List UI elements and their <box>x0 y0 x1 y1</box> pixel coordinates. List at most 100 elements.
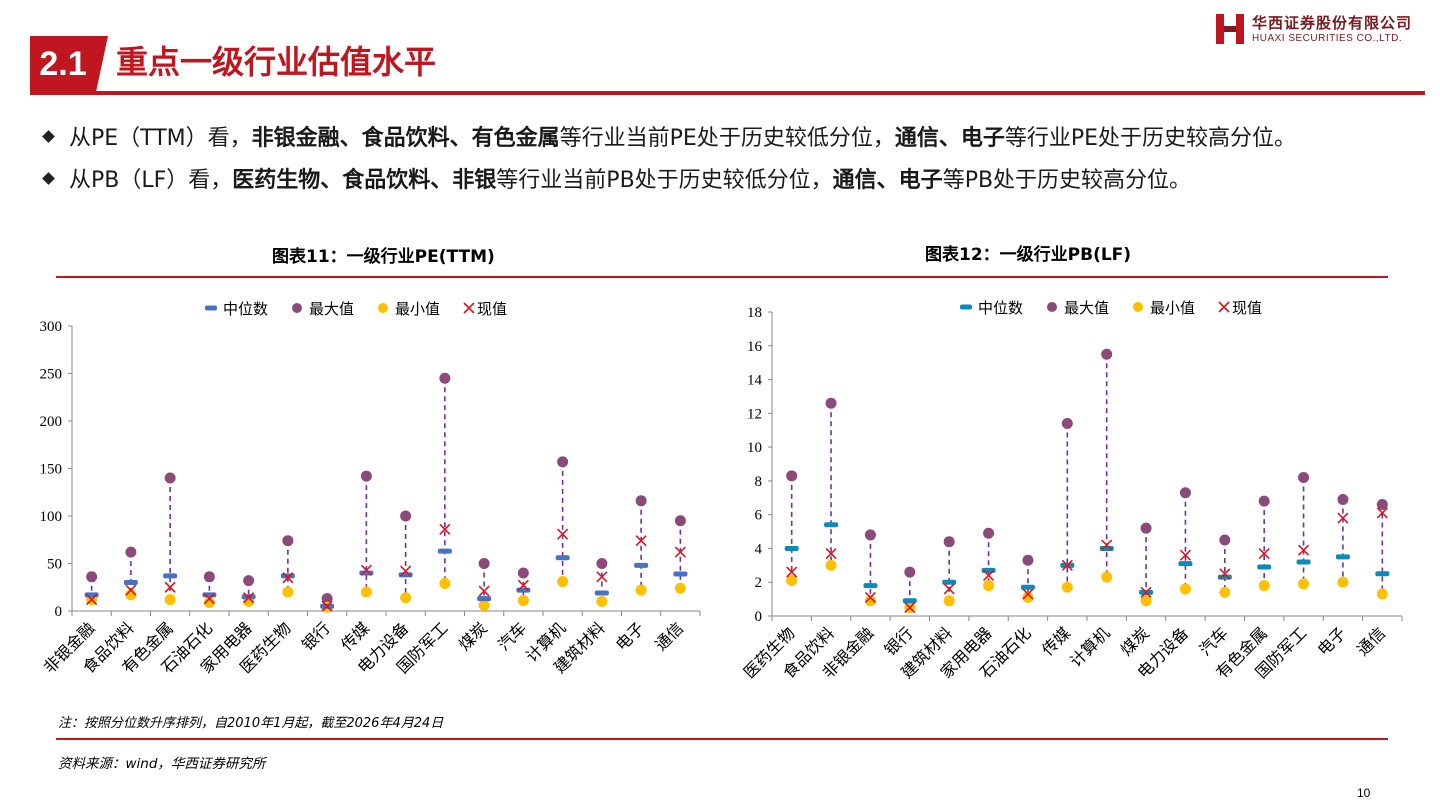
median-marker <box>942 579 957 585</box>
current-marker <box>321 600 333 612</box>
chart-title-pe: 图表11：一级行业PE(TTM) <box>272 247 495 267</box>
max-point <box>164 472 176 484</box>
median-marker <box>555 555 570 561</box>
min-point <box>596 596 608 607</box>
current-marker <box>1337 512 1349 524</box>
bullet-text-segment: 从PE（TTM）看， <box>69 126 252 151</box>
legend-label: 最小值 <box>1150 299 1195 317</box>
current-marker-stroke <box>360 564 372 576</box>
min-point <box>439 577 451 589</box>
max-point <box>1179 487 1191 499</box>
chart-note: 注：按照分位数升序排列，自2010年1月起，截至2026年4月24日 <box>58 716 444 731</box>
y-tick-label: 12 <box>747 406 762 422</box>
min-point <box>164 594 176 606</box>
min-point <box>1140 595 1152 607</box>
current-marker-stroke <box>943 583 955 595</box>
median-marker <box>1296 559 1311 565</box>
current-marker-stroke <box>86 594 98 606</box>
y-tick-label: 300 <box>40 319 63 335</box>
min-point <box>557 576 569 588</box>
current-marker <box>164 581 176 593</box>
section-title: 重点一级行业估值水平 <box>116 43 437 81</box>
max-point <box>1022 554 1034 566</box>
current-marker-stroke <box>243 592 255 604</box>
current-marker-stroke <box>1258 547 1270 560</box>
current-marker <box>1219 568 1231 580</box>
max-point <box>125 546 137 558</box>
current-marker-stroke <box>1179 549 1192 561</box>
y-tick-label: 2 <box>755 575 763 591</box>
x-category-label: 电子 <box>612 618 648 654</box>
source-text: 资料来源：wind，华西证券研究所 <box>58 756 266 772</box>
max-point <box>825 397 837 409</box>
legend-median-swatch <box>205 305 217 311</box>
min-point <box>203 596 215 608</box>
min-point <box>282 586 294 598</box>
min-point <box>400 592 412 604</box>
y-tick-label: 10 <box>747 440 762 456</box>
max-point <box>1337 493 1349 505</box>
median-marker <box>824 522 839 528</box>
x-category-label: 银行 <box>298 618 334 654</box>
current-marker-stroke <box>125 584 137 596</box>
current-marker-stroke <box>1140 586 1152 598</box>
current-marker <box>786 566 798 578</box>
max-point <box>864 529 876 541</box>
section-badge-notch <box>96 36 108 92</box>
pe-chart: 050100150200250300非银金融食品饮料有色金属石油石化家用电器医药… <box>40 300 701 677</box>
current-marker-stroke <box>439 523 451 535</box>
current-marker-stroke <box>1337 512 1349 524</box>
current-marker <box>596 571 608 583</box>
median-marker <box>1217 574 1232 580</box>
median-marker <box>123 580 138 585</box>
median-marker <box>477 596 492 602</box>
max-point <box>360 470 372 482</box>
median-marker <box>634 562 649 568</box>
y-tick-label: 16 <box>747 339 763 355</box>
max-point <box>243 575 255 587</box>
current-marker <box>360 564 372 576</box>
legend-current-swatch <box>463 302 475 314</box>
bullet-text-segment: 从PB（LF）看， <box>69 168 233 193</box>
current-marker-stroke <box>1376 507 1388 519</box>
current-marker-stroke <box>1297 544 1310 556</box>
current-marker <box>1140 586 1152 598</box>
legend-label: 最小值 <box>395 300 440 318</box>
legend-min-swatch <box>1133 302 1143 312</box>
x-category-label: 计算机 <box>1066 623 1113 670</box>
current-marker <box>674 546 686 558</box>
current-marker-stroke <box>1022 588 1034 600</box>
page-number: 10 <box>1357 786 1371 800</box>
y-tick-label: 6 <box>755 508 763 524</box>
bullet-text-segment: 等行业当前PB处于历史较低分位， <box>496 168 833 193</box>
chart-title-pb: 图表12：一级行业PB(LF) <box>925 245 1132 265</box>
median-marker <box>1335 554 1350 560</box>
min-point <box>360 586 372 598</box>
max-point <box>983 527 995 539</box>
bullet-pe: 从PE（TTM）看，非银金融、食品饮料、有色金属等行业当前PE处于历史较低分位，… <box>42 124 1296 154</box>
median-marker <box>863 583 878 589</box>
current-marker <box>1101 539 1113 551</box>
current-marker-stroke <box>674 546 686 558</box>
min-point <box>1061 581 1073 593</box>
current-marker <box>203 593 215 605</box>
median-marker <box>673 571 688 577</box>
bullet-text-segment: 通信、电子 <box>894 126 1005 151</box>
max-point <box>786 470 798 482</box>
current-marker <box>557 528 569 540</box>
min-point <box>983 580 995 592</box>
header-rule <box>30 91 1425 95</box>
current-marker-stroke <box>517 579 529 591</box>
median-marker <box>163 573 178 579</box>
median-marker <box>1257 564 1272 570</box>
current-marker-stroke <box>282 572 294 584</box>
min-point <box>1219 586 1231 598</box>
logo-cn-text: 华西证券股份有限公司 <box>1252 14 1413 32</box>
min-point <box>1337 576 1349 588</box>
min-point <box>478 599 490 611</box>
y-tick-label: 14 <box>747 373 763 389</box>
max-point <box>674 515 686 527</box>
current-marker <box>478 585 490 597</box>
current-marker-stroke <box>164 581 176 593</box>
section-number-badge: 2.1 <box>30 36 96 92</box>
